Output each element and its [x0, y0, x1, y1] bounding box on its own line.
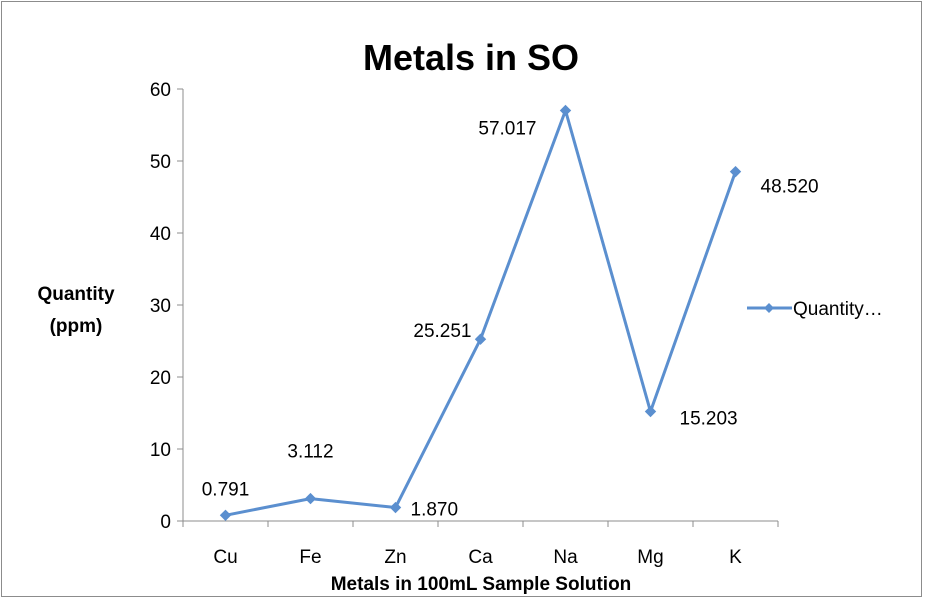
data-point-k — [729, 165, 742, 178]
y-tick-label: 10 — [150, 440, 171, 461]
y-axis-title-line-1: Quantity — [37, 284, 114, 305]
y-axis-title: Quantity (ppm) — [37, 284, 114, 337]
y-tick-label: 40 — [150, 224, 171, 245]
legend-marker — [764, 303, 774, 313]
y-tick-label: 60 — [150, 80, 171, 101]
y-tick-label: 0 — [160, 512, 171, 533]
y-tick-label: 50 — [150, 152, 171, 173]
y-tick-label: 30 — [150, 296, 171, 317]
data-label-zn: 1.870 — [411, 500, 459, 521]
data-label-fe: 3.112 — [287, 442, 333, 463]
x-tick-label: Fe — [299, 547, 321, 568]
x-tick-label: Na — [553, 547, 578, 568]
data-label-ca: 25.251 — [413, 321, 471, 342]
data-point-fe — [304, 492, 317, 505]
x-tick-label: Zn — [384, 547, 406, 568]
data-point-mg — [644, 405, 657, 418]
x-tick-labels: Cu Fe Zn Ca Na Mg K — [213, 547, 742, 568]
y-tick-label: 20 — [150, 368, 171, 389]
data-label-mg: 15.203 — [680, 409, 738, 430]
x-tick-label: Ca — [468, 547, 493, 568]
chart-title: Metals in SO — [363, 37, 579, 78]
axes — [177, 88, 779, 527]
data-point-zn — [389, 501, 402, 514]
data-point-cu — [219, 509, 232, 522]
x-tick-label: K — [729, 547, 742, 568]
legend: Quantity… — [747, 299, 883, 320]
x-tick-label: Mg — [637, 547, 663, 568]
y-tick-labels: 0 10 20 30 40 50 60 — [150, 80, 171, 533]
series-plot — [219, 104, 742, 522]
legend-label: Quantity… — [793, 299, 883, 320]
x-axis-title: Metals in 100mL Sample Solution — [331, 574, 632, 595]
x-tick-label: Cu — [213, 547, 237, 568]
y-axis-title-line-2: (ppm) — [50, 316, 103, 337]
data-label-cu: 0.791 — [202, 479, 250, 500]
data-labels: 0.791 3.112 1.870 25.251 57.017 15.203 48.520 — [202, 118, 819, 520]
data-label-na: 57.017 — [478, 118, 536, 139]
data-point-ca — [474, 333, 487, 345]
data-label-k: 48.520 — [761, 177, 819, 198]
data-point-na — [559, 104, 572, 117]
